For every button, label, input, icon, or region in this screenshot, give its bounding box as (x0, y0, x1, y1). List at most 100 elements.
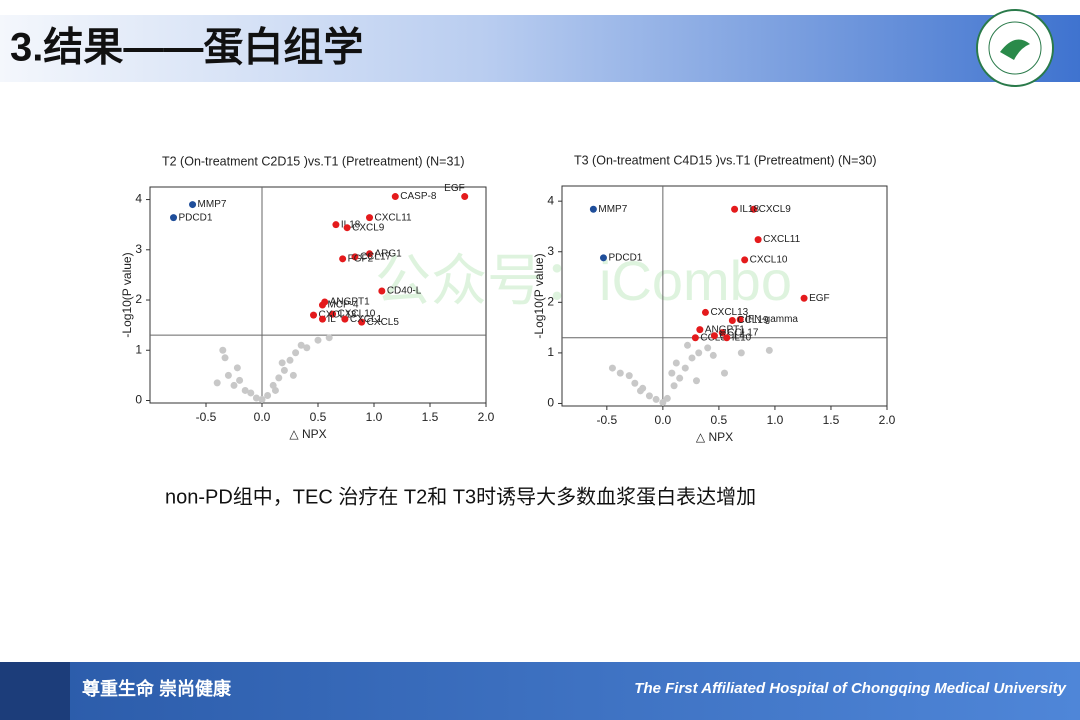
point-label: CXCL9 (352, 222, 385, 233)
x-tick-label: 1.0 (366, 410, 383, 424)
background-point (765, 346, 773, 354)
point-label: CXCL11 (763, 234, 800, 245)
point-label: CASP-8 (400, 191, 437, 202)
point (366, 214, 374, 222)
point (723, 334, 731, 342)
background-point (670, 382, 678, 390)
background-point (676, 374, 684, 382)
point-label: CXCL13 (319, 310, 357, 321)
background-point (292, 349, 300, 357)
point-label: ANGPT1 (330, 297, 370, 308)
point-label: ARG1 (375, 248, 403, 259)
background-point (645, 392, 653, 400)
point-label: CXCL10 (750, 254, 788, 265)
point-label: PDCD1 (179, 212, 213, 223)
point (461, 193, 469, 201)
background-point (264, 391, 272, 399)
background-point (278, 359, 286, 367)
background-point (704, 344, 712, 352)
point-label: CCL17 (360, 251, 392, 262)
chart-title: T2 (On-treatment C2D15 )vs.T1 (Pretreatm… (162, 154, 465, 168)
background-point (280, 366, 288, 374)
x-tick-label: -0.5 (596, 413, 617, 427)
point (691, 334, 699, 342)
background-point (625, 372, 633, 380)
background-point (672, 359, 680, 367)
background-point (692, 377, 700, 385)
point-label: MMP7 (598, 204, 627, 215)
point (341, 315, 349, 323)
point-label: IL18 (740, 204, 760, 215)
point (701, 308, 709, 316)
point (358, 318, 366, 326)
background-point (258, 395, 266, 403)
y-tick-label: 1 (547, 345, 554, 359)
background-point (659, 398, 667, 406)
point-label: CXCL1 (350, 314, 383, 325)
point (378, 287, 386, 295)
background-point (652, 395, 660, 403)
point (391, 193, 399, 201)
y-tick-label: 4 (547, 193, 554, 207)
background-point (213, 379, 221, 387)
background-point (668, 369, 676, 377)
x-tick-label: -0.5 (196, 410, 217, 424)
point (351, 253, 359, 261)
background-point (233, 364, 241, 372)
point (332, 221, 340, 229)
y-tick-label: 3 (135, 242, 142, 256)
point (170, 214, 178, 222)
point-label: IL (327, 314, 336, 325)
point (736, 316, 744, 324)
x-tick-label: 0.0 (254, 410, 271, 424)
point (750, 205, 758, 213)
x-axis-label: △ NPX (696, 430, 733, 444)
point (343, 224, 351, 232)
x-tick-label: 1.0 (767, 413, 784, 427)
point-label: CCL17 (727, 327, 759, 338)
charts: T2 (On-treatment C2D15 )vs.T1 (Pretreatm… (120, 153, 895, 444)
background-point (325, 334, 333, 342)
background-point (247, 389, 255, 397)
point-label: IL10 (732, 332, 752, 343)
background-point (636, 387, 644, 395)
background-point (252, 394, 260, 402)
point (718, 329, 726, 337)
x-tick-label: 0.5 (310, 410, 327, 424)
background-point (709, 351, 717, 359)
background-point (275, 374, 283, 382)
background-point (721, 369, 728, 377)
x-tick-label: 0.0 (655, 413, 672, 427)
background-point (663, 394, 671, 402)
point (339, 255, 347, 263)
point (696, 326, 704, 334)
y-tick-label: 1 (135, 342, 142, 356)
point (710, 332, 718, 340)
logo-mark (1000, 39, 1030, 60)
footer-motto: 尊重生命 崇尚健康 (82, 678, 232, 699)
header-band (0, 15, 1080, 82)
background-point (303, 344, 311, 352)
background-point (608, 364, 616, 372)
footer-band (0, 662, 1080, 720)
point-label: CCL19 (737, 315, 769, 326)
point (189, 201, 197, 209)
background-point (695, 349, 703, 357)
background-point (286, 356, 294, 364)
y-axis-label: -Log10(P value) (532, 253, 546, 338)
y-tick-label: 2 (547, 294, 554, 308)
background-point (230, 381, 238, 389)
background-point (684, 341, 692, 349)
footer-hospital: The First Affiliated Hospital of Chongqi… (634, 680, 1066, 697)
watermark: 公众号：iCombo (375, 249, 792, 312)
point-label: CXCL5 (367, 317, 400, 328)
point-label: CCL4 (719, 330, 745, 341)
background-point (221, 354, 229, 362)
y-tick-label: 0 (547, 396, 554, 410)
point-label: IFN-gamma (745, 314, 798, 325)
background-point (631, 379, 639, 387)
caption: non-PD组中，TEC 治疗在 T2和 T3时诱导大多数血浆蛋白表达增加 (165, 485, 756, 508)
point-label: PDCD1 (608, 252, 642, 263)
y-tick-label: 0 (135, 393, 142, 407)
point-label: CXCL13 (710, 307, 748, 318)
